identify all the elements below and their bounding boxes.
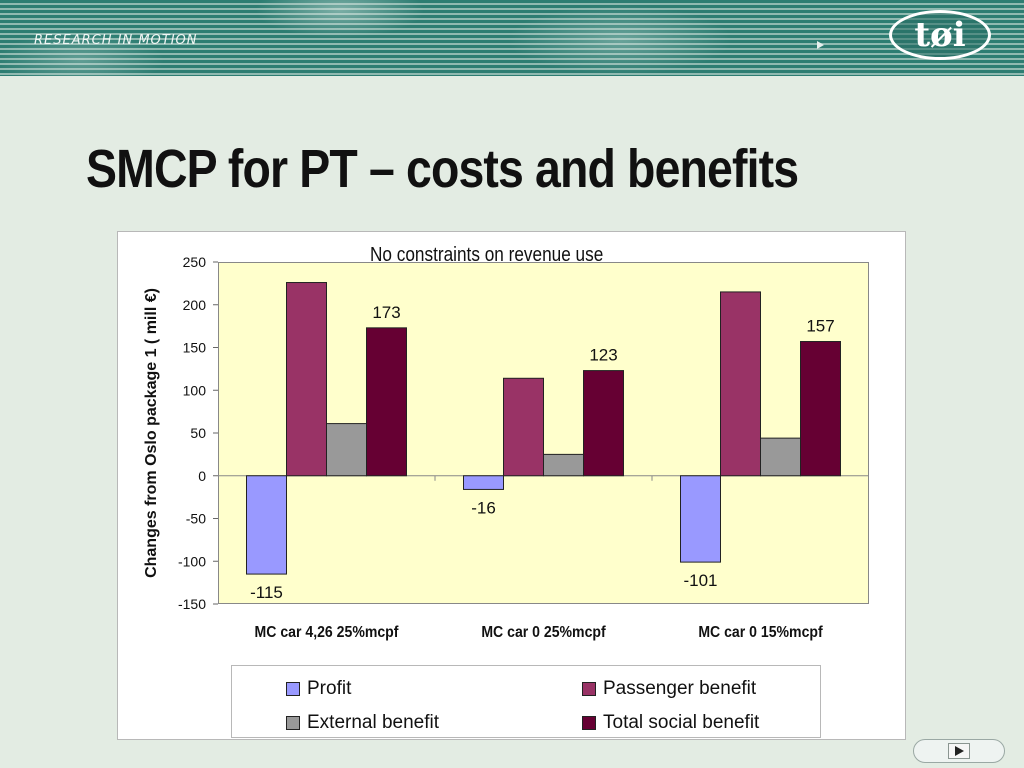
bar-profit xyxy=(680,475,721,563)
bar-external-benefit xyxy=(326,423,367,477)
legend-item-passenger-benefit: Passenger benefit xyxy=(582,678,756,700)
legend-swatch-passenger-benefit xyxy=(582,682,596,696)
bar-total-social-benefit xyxy=(800,341,841,477)
slideshow-nav-button[interactable] xyxy=(913,739,1005,763)
play-icon[interactable] xyxy=(948,743,970,759)
legend-swatch-profit xyxy=(286,682,300,696)
y-tick-label: 0 xyxy=(198,468,206,484)
legend-item-profit: Profit xyxy=(286,678,351,700)
legend-label-profit: Profit xyxy=(307,678,352,699)
bar-external-benefit xyxy=(543,453,584,477)
y-tick-label: 100 xyxy=(183,382,207,398)
y-tick-label: -100 xyxy=(178,553,206,569)
y-tick-label: 150 xyxy=(183,340,207,356)
data-label-profit: -115 xyxy=(250,583,283,602)
bar-passenger-benefit xyxy=(720,291,761,477)
bar-total-social-benefit xyxy=(366,327,407,477)
legend-swatch-external-benefit xyxy=(286,716,300,730)
x-category-label: MC car 4,26 25%mcpf xyxy=(255,623,400,641)
slide-title: SMCP for PT – costs and benefits xyxy=(86,139,799,199)
bar-total-social-benefit xyxy=(583,370,624,477)
bar-passenger-benefit xyxy=(503,377,544,477)
y-tick-label: -150 xyxy=(178,596,206,612)
bar-profit xyxy=(246,475,287,575)
header-tagline: RESEARCH IN MOTION xyxy=(34,33,198,48)
y-tick-label: -50 xyxy=(186,511,206,527)
legend-swatch-total-social-benefit xyxy=(582,716,596,730)
legend-label-passenger-benefit: Passenger benefit xyxy=(603,678,757,699)
legend-label-external-benefit: External benefit xyxy=(307,712,440,733)
data-label-total-social-benefit: 173 xyxy=(372,303,400,322)
y-tick-label: 250 xyxy=(183,254,207,270)
bar-passenger-benefit xyxy=(286,282,327,477)
y-tick-label: 50 xyxy=(190,425,206,441)
data-label-total-social-benefit: 157 xyxy=(806,317,834,336)
legend-item-total-social-benefit: Total social benefit xyxy=(582,712,759,734)
play-arrow-icon xyxy=(817,41,824,49)
y-tick-label: 200 xyxy=(183,297,207,313)
toi-logo: tøi xyxy=(889,10,991,60)
x-category-label: MC car 0 15%mcpf xyxy=(698,623,823,641)
chart-title: No constraints on revenue use xyxy=(370,244,604,266)
legend-item-external-benefit: External benefit xyxy=(286,712,439,734)
legend-label-total-social-benefit: Total social benefit xyxy=(603,712,760,733)
header-banner: RESEARCH IN MOTION tøi xyxy=(0,0,1024,76)
chart-legend: Profit Passenger benefit External benefi… xyxy=(231,665,821,738)
bar-profit xyxy=(463,475,504,490)
y-axis-label: Changes from Oslo package 1 ( mill €) xyxy=(143,288,160,578)
bar-external-benefit xyxy=(760,437,801,477)
data-label-profit: -16 xyxy=(471,498,496,517)
data-label-total-social-benefit: 123 xyxy=(589,346,617,365)
data-label-profit: -101 xyxy=(683,571,717,590)
x-category-label: MC car 0 25%mcpf xyxy=(481,623,606,641)
